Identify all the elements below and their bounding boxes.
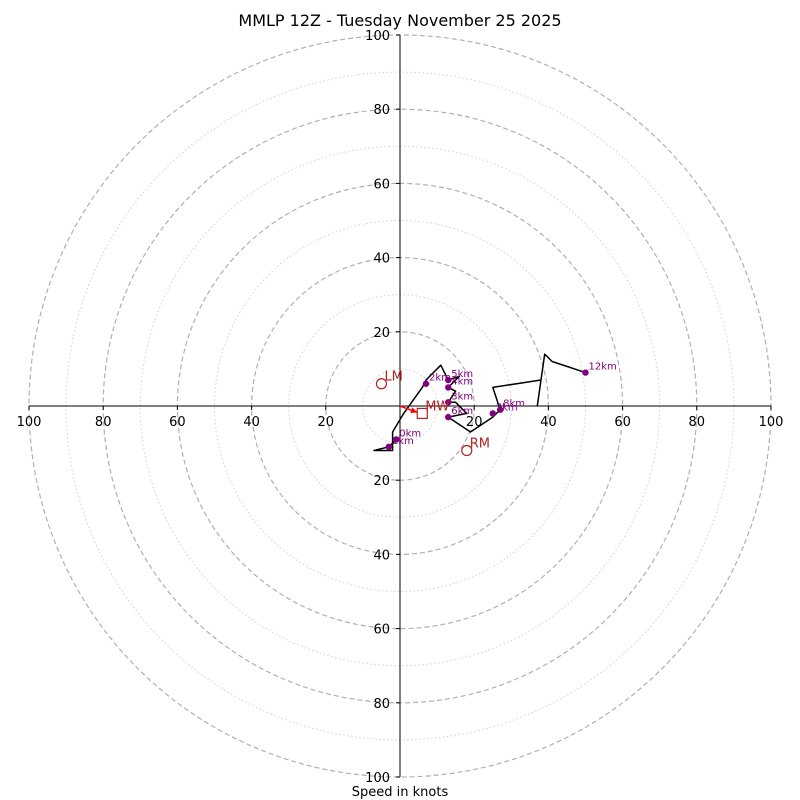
height-label-12km: 12km (589, 362, 617, 373)
x-tick-label: 80 (689, 415, 706, 430)
storm-label-MW: MW (425, 399, 449, 414)
y-tick-label: 60 (373, 623, 390, 638)
x-tick-label: 20 (466, 415, 483, 430)
chart-title: MMLP 12Z - Tuesday November 25 2025 (238, 11, 561, 30)
height-label-5km: 5km (451, 369, 473, 380)
height-marker-0km (393, 436, 400, 443)
y-tick-label: 20 (373, 326, 390, 341)
height-label-8km: 8km (503, 399, 525, 410)
hodograph-trace (373, 353, 586, 452)
height-marker-3km (445, 399, 452, 406)
x-tick-label: 60 (169, 415, 186, 430)
y-tick-label: 60 (373, 177, 390, 192)
x-tick-label: 60 (614, 415, 631, 430)
y-tick-label: 40 (373, 548, 390, 563)
height-label-4km: 4km (451, 376, 473, 387)
height-marker-2km (422, 380, 430, 387)
y-tick-label: 20 (373, 474, 390, 489)
height-marker-5km (445, 376, 452, 384)
storm-marker-RM (461, 444, 473, 457)
x-tick-label: 100 (17, 415, 42, 430)
height-label-3km: 3km (451, 391, 473, 402)
height-marker-4km (445, 384, 452, 391)
storm-marker-MW (416, 407, 428, 420)
hodograph-line (373, 353, 586, 452)
height-label-7km: 7km (496, 402, 518, 413)
height-marker-8km (496, 406, 504, 413)
y-tick-label: 100 (365, 771, 390, 786)
x-tick-label: 40 (540, 415, 557, 430)
storm-motion-markers: LM MW RM (375, 370, 490, 457)
x-tick-label: 100 (759, 415, 784, 430)
y-tick-label: 80 (373, 103, 390, 118)
axis-ticks: 100 100 80 80 60 60 40 40 20 20 20 20 40 40 60 60 80 80 10… (17, 29, 784, 786)
x-tick-label: 80 (95, 415, 112, 430)
storm-motion-arrowhead (410, 407, 418, 414)
x-tick-label: 40 (243, 415, 260, 430)
height-marker-7km (489, 410, 496, 417)
y-tick-label: 80 (373, 697, 390, 712)
y-tick-label: 100 (365, 29, 390, 44)
height-marker-6km (445, 413, 452, 421)
height-label-6km: 6km (451, 406, 473, 417)
height-label-0km: 0km (399, 428, 421, 439)
height-label-2km: 2km (429, 373, 451, 384)
storm-marker-LM (375, 378, 388, 390)
storm-label-LM: LM (384, 370, 402, 385)
height-marker-12km (582, 369, 589, 376)
y-tick-label: 40 (373, 252, 390, 267)
x-tick-label: 20 (318, 415, 335, 430)
height-marker-1km (385, 443, 393, 451)
storm-label-RM: RM (470, 437, 490, 452)
height-label-1km: 1km (392, 436, 414, 447)
x-axis-label: Speed in knots (352, 785, 449, 800)
